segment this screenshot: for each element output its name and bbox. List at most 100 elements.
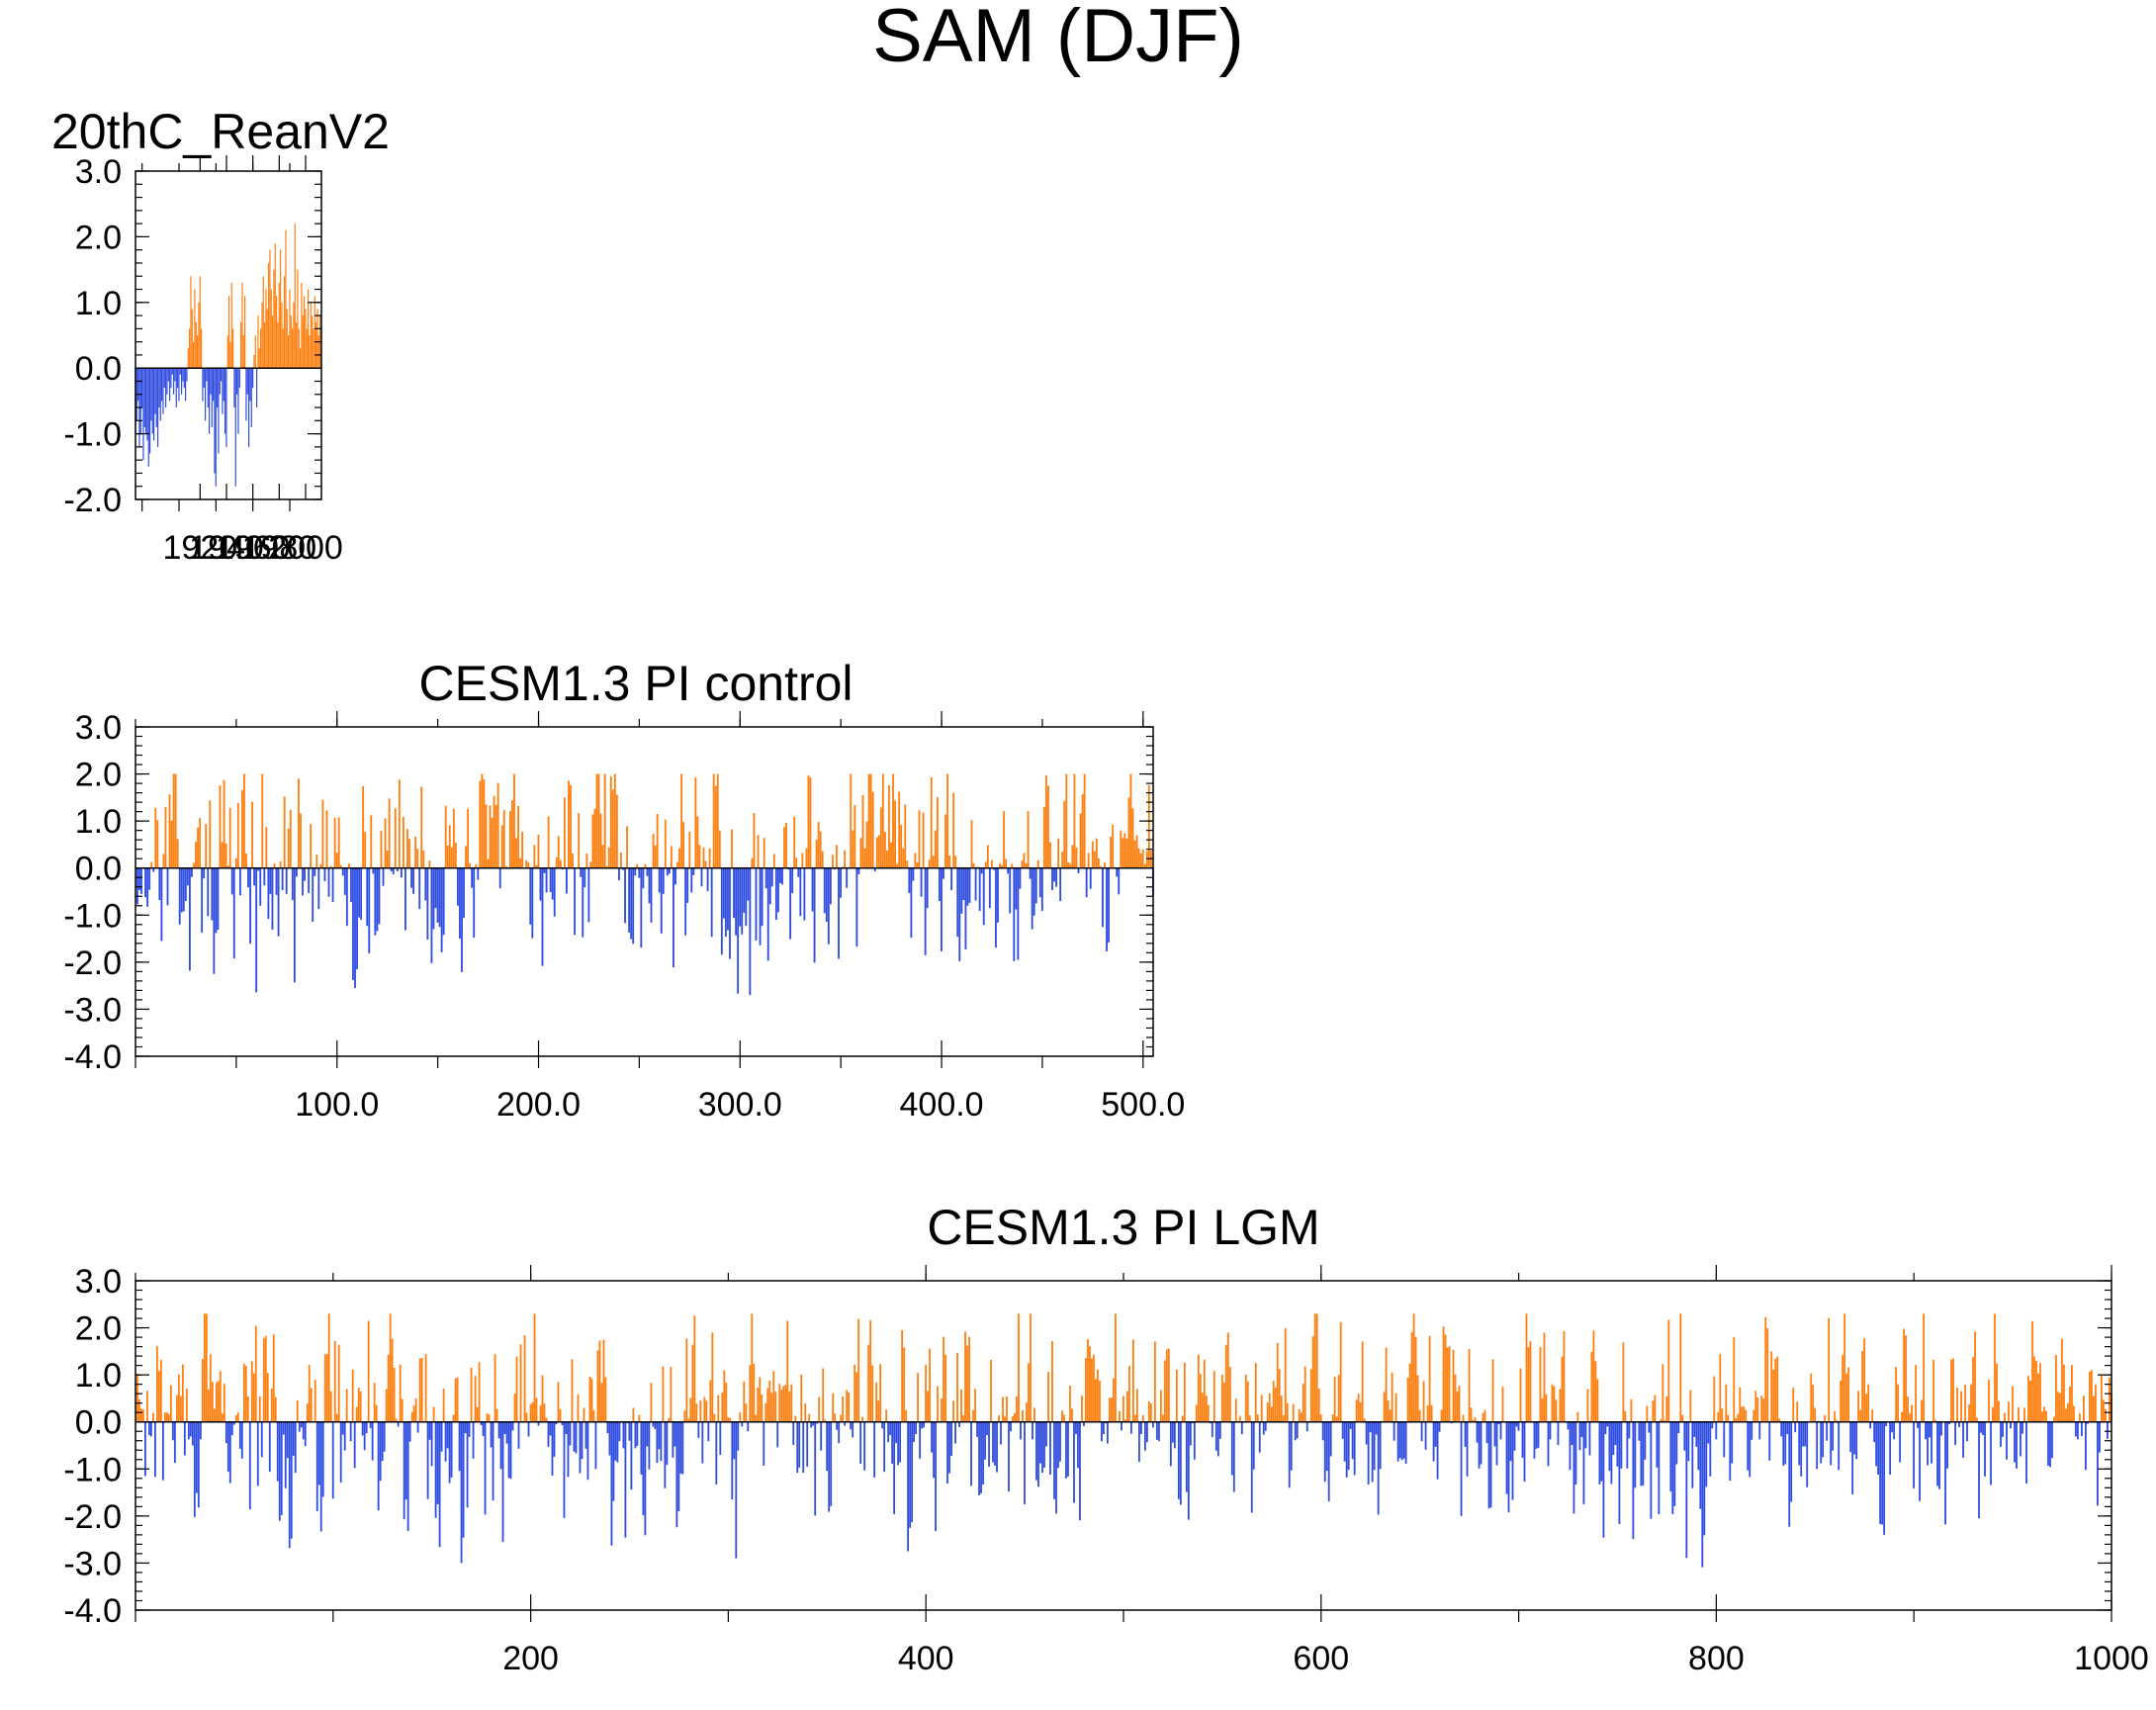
bar (896, 863, 899, 868)
bar (755, 867, 758, 941)
bar (458, 1421, 461, 1472)
plot-frame (135, 170, 322, 500)
bar (234, 1415, 237, 1422)
bar (511, 1421, 514, 1431)
bar (471, 867, 474, 888)
bar (155, 368, 157, 427)
bar (186, 368, 188, 382)
bar (1391, 1372, 1393, 1422)
bar (1632, 1421, 1635, 1540)
bar (799, 867, 802, 917)
bar (205, 368, 207, 421)
bar (270, 1388, 273, 1422)
bar (729, 867, 731, 959)
bar (828, 1421, 831, 1512)
bar (343, 1421, 346, 1451)
bar (1962, 1421, 1964, 1458)
bar (152, 867, 155, 872)
bar (776, 867, 779, 913)
bar (1523, 1421, 1526, 1483)
bar (829, 867, 832, 905)
bar (1071, 1408, 1073, 1422)
bar (182, 867, 185, 912)
bar (282, 328, 284, 369)
bar (725, 1382, 728, 1422)
bar (223, 368, 225, 402)
bar (393, 1368, 396, 1422)
bar (1264, 1421, 1267, 1431)
bar (331, 867, 334, 902)
bar (357, 1387, 360, 1422)
bar (515, 838, 517, 868)
bar (938, 867, 941, 902)
bar (1879, 1421, 1882, 1524)
bar (238, 867, 241, 896)
bar (1294, 1421, 1297, 1441)
bar (846, 867, 849, 888)
bar (988, 867, 991, 909)
bar (557, 1382, 560, 1422)
bar (499, 1421, 502, 1470)
bar (603, 773, 606, 868)
bar (972, 1409, 974, 1422)
bar (615, 794, 618, 868)
y-tick-label: -2.0 (63, 945, 122, 982)
bar (990, 859, 993, 868)
bar (1703, 1421, 1706, 1536)
bar (426, 867, 429, 941)
bar (438, 1421, 441, 1548)
bar (240, 789, 243, 868)
bar (158, 867, 161, 901)
bar (1091, 1358, 1093, 1422)
bar (483, 778, 486, 868)
bar (2055, 1355, 2057, 1422)
bar (1011, 863, 1014, 868)
bar (390, 867, 393, 872)
bar (962, 1415, 964, 1422)
bar (1053, 1421, 1055, 1499)
bar (1608, 1421, 1611, 1472)
bar (487, 858, 490, 868)
bar (1007, 867, 1010, 874)
bar (339, 1421, 342, 1484)
bar (770, 867, 773, 887)
bar (1533, 1421, 1536, 1459)
bar (873, 867, 876, 872)
bar (1834, 1410, 1837, 1422)
bar (1335, 1416, 1338, 1422)
bar (1606, 1421, 1609, 1427)
bar (994, 1421, 996, 1466)
bar (960, 1389, 962, 1422)
bar (265, 289, 267, 369)
bar (523, 1335, 526, 1422)
bar (1752, 1409, 1755, 1422)
bar (900, 824, 903, 868)
bar (292, 328, 294, 369)
bar (1033, 1407, 1035, 1422)
bar (1521, 1421, 1524, 1458)
bar (972, 862, 975, 868)
bar (1592, 1330, 1595, 1422)
bar (403, 1421, 405, 1520)
bar (549, 867, 552, 892)
bar (768, 1380, 771, 1422)
bar (1141, 849, 1144, 868)
bar (302, 867, 304, 896)
bar (990, 1359, 992, 1422)
bar (751, 857, 754, 868)
bar (1002, 1396, 1004, 1422)
bar (2105, 1408, 2107, 1422)
bar (1113, 1378, 1115, 1422)
bar (966, 867, 969, 906)
bar (1224, 1345, 1227, 1422)
bar (561, 1421, 564, 1426)
bar (197, 335, 199, 369)
bar (1541, 1397, 1544, 1422)
bar (185, 368, 187, 402)
bar (2002, 1421, 2004, 1437)
bar (2041, 1411, 2043, 1422)
bar (1832, 1421, 1835, 1451)
bar (1183, 1362, 1186, 1422)
bar (1990, 1421, 1992, 1485)
bar (934, 830, 937, 868)
